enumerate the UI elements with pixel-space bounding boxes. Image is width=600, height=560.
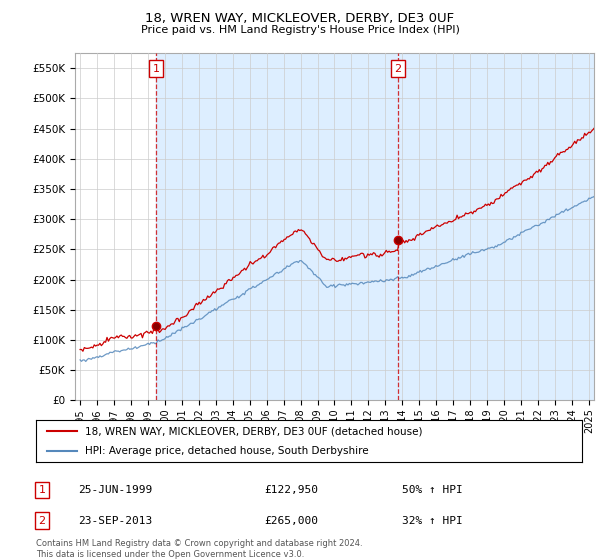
Text: 2: 2 — [38, 516, 46, 526]
Text: £265,000: £265,000 — [264, 516, 318, 526]
Bar — [156, 53, 594, 400]
Text: 18, WREN WAY, MICKLEOVER, DERBY, DE3 0UF: 18, WREN WAY, MICKLEOVER, DERBY, DE3 0UF — [145, 12, 455, 25]
Text: 32% ↑ HPI: 32% ↑ HPI — [402, 516, 463, 526]
Text: 1: 1 — [38, 485, 46, 495]
Text: 50% ↑ HPI: 50% ↑ HPI — [402, 485, 463, 495]
Text: 23-SEP-2013: 23-SEP-2013 — [78, 516, 152, 526]
Text: Contains HM Land Registry data © Crown copyright and database right 2024.
This d: Contains HM Land Registry data © Crown c… — [36, 539, 362, 559]
Text: £122,950: £122,950 — [264, 485, 318, 495]
Text: 2: 2 — [394, 64, 401, 74]
Text: 18, WREN WAY, MICKLEOVER, DERBY, DE3 0UF (detached house): 18, WREN WAY, MICKLEOVER, DERBY, DE3 0UF… — [85, 426, 422, 436]
Text: HPI: Average price, detached house, South Derbyshire: HPI: Average price, detached house, Sout… — [85, 446, 369, 456]
Text: 25-JUN-1999: 25-JUN-1999 — [78, 485, 152, 495]
Text: 1: 1 — [153, 64, 160, 74]
Text: Price paid vs. HM Land Registry's House Price Index (HPI): Price paid vs. HM Land Registry's House … — [140, 25, 460, 35]
